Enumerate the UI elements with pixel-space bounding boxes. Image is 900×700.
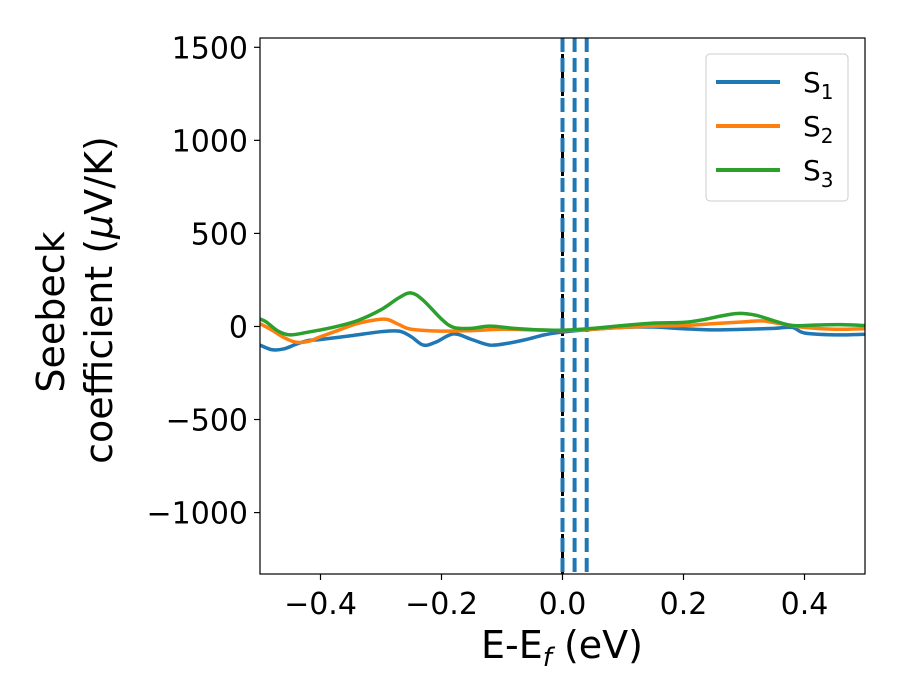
y-tick-label: 1000	[172, 124, 248, 159]
x-axis-ticks: −0.4 −0.2 0.0 0.2 0.4	[284, 574, 828, 622]
legend-label-s1: S1	[803, 66, 834, 104]
y-axis-ticks: −1000 −500 0 500 1000 1500	[147, 31, 260, 532]
legend-label-s3: S3	[803, 154, 834, 192]
y-tick-label: −500	[166, 404, 248, 439]
x-tick-label: −0.4	[284, 587, 357, 622]
y-axis-title-line2: coefficient (μV/K)	[77, 136, 121, 464]
legend-label-s2: S2	[803, 110, 834, 148]
x-tick-label: 0.2	[660, 587, 708, 622]
legend: S1 S2 S3	[705, 53, 849, 202]
x-tick-label: 0.0	[539, 587, 587, 622]
plot-area	[259, 37, 866, 575]
x-tick-label: 0.4	[781, 587, 829, 622]
y-tick-label: 1500	[172, 31, 248, 66]
x-axis-title: E-Ef (eV)	[481, 623, 643, 673]
series-line-s2	[260, 317, 865, 345]
x-tick-label: −0.2	[405, 587, 478, 622]
y-tick-label: −1000	[147, 497, 248, 532]
series-line-s1	[260, 325, 865, 352]
series-line-s3	[260, 291, 865, 337]
y-tick-label: 500	[191, 217, 248, 252]
y-axis-title-line1: Seebeck	[29, 231, 73, 392]
vertical-reference-lines	[560, 38, 589, 574]
y-tick-label: 0	[229, 310, 248, 345]
series-lines	[260, 291, 865, 352]
